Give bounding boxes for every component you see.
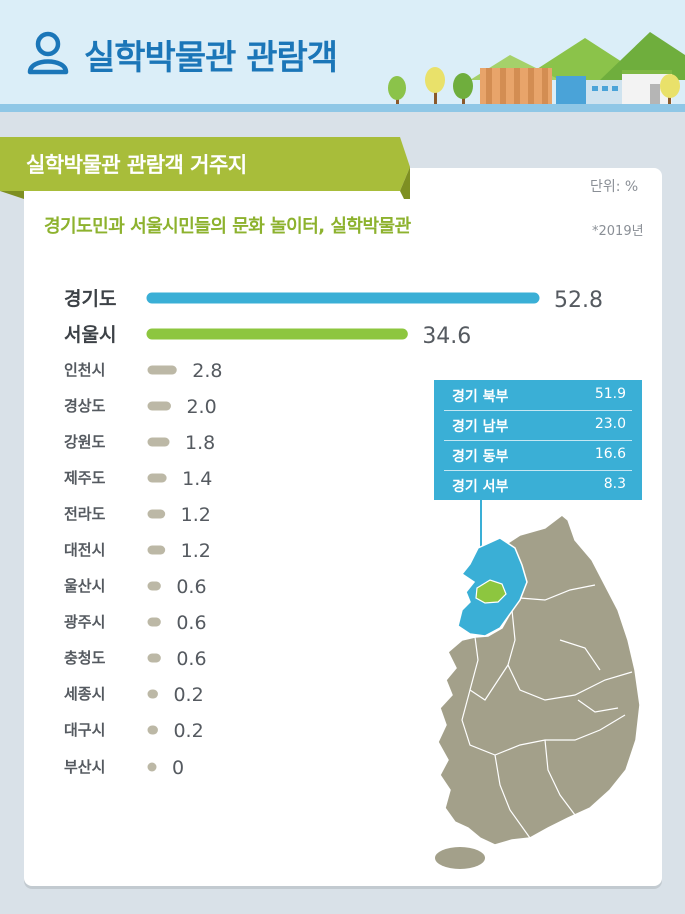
museum-scene-illustration [388,32,685,106]
breakdown-value: 8.3 [603,476,626,492]
section-ribbon [0,137,410,199]
breakdown-value: 51.9 [594,386,626,402]
person-icon [27,31,69,75]
unit-label: 단위: % [590,179,639,195]
value-label: 2.0 [186,396,216,418]
value-label: 52.8 [554,288,603,313]
breakdown-row: 경기 북부 51.9 [444,380,632,411]
category-label: 경기도 [64,288,116,310]
breakdown-value: 23.0 [594,416,626,432]
value-label: 0.6 [176,612,206,634]
breakdown-row: 경기 남부 23.0 [444,410,632,441]
breakdown-name: 경기 동부 [452,449,509,465]
header-ground-strip [0,104,685,112]
page-title: 실학박물관 관람객 [84,38,338,78]
category-label: 전라도 [64,505,106,523]
breakdown-name: 경기 서부 [452,479,509,495]
category-label: 대전시 [64,541,105,559]
category-label: 서울시 [64,324,116,346]
category-label: 대구시 [64,721,105,739]
category-label: 충청도 [64,649,106,667]
value-label: 34.6 [422,324,471,349]
breakdown-name: 경기 남부 [452,419,509,435]
category-label: 광주시 [64,613,105,631]
map-jeju [435,847,485,869]
category-label: 세종시 [64,685,105,703]
chart-subtitle: 경기도민과 서울시민들의 문화 놀이터, 실학박물관 [44,216,411,237]
value-label: 0 [172,757,184,779]
header-banner: 실학박물관 관람객 [0,0,685,112]
map-rest-of-korea [437,514,641,846]
category-label: 강원도 [64,433,106,451]
value-label: 1.2 [181,504,211,526]
section-title: 실학박물관 관람객 거주지 [26,153,247,177]
breakdown-row: 경기 동부 16.6 [444,440,632,471]
breakdown-row: 경기 서부 8.3 [444,470,632,500]
map-seoul [475,579,507,604]
category-label: 인천시 [64,361,105,379]
value-label: 0.6 [176,576,206,598]
category-label: 부산시 [64,758,105,776]
value-label: 0.6 [176,648,206,670]
value-label: 1.2 [181,540,211,562]
category-label: 경상도 [64,397,106,415]
breakdown-value: 16.6 [594,446,626,462]
value-label: 1.8 [185,432,215,454]
year-note: *2019년 [592,224,644,239]
gyeonggi-breakdown-box: 경기 북부 51.9 경기 남부 23.0 경기 동부 16.6 경기 서부 8… [434,380,642,500]
value-label: 0.2 [173,684,203,706]
breakdown-name: 경기 북부 [452,389,509,405]
category-label: 울산시 [64,577,105,595]
value-label: 0.2 [173,720,203,742]
value-label: 1.4 [182,468,212,490]
category-label: 제주도 [64,469,106,487]
value-label: 2.8 [192,360,222,382]
